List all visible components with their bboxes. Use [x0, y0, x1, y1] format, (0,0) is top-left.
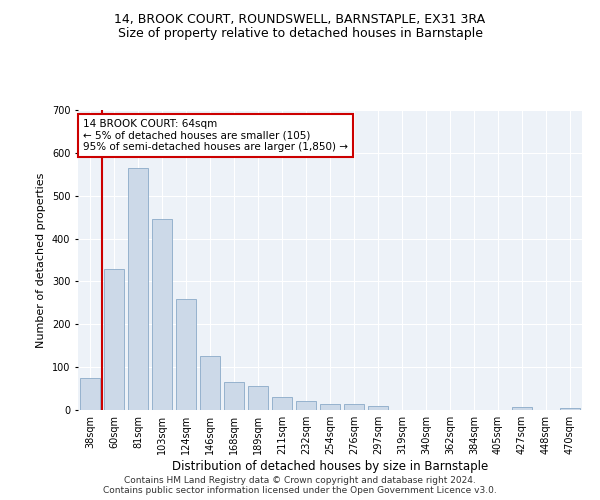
Bar [176, 298, 196, 410]
Bar [128, 168, 148, 410]
Text: 14, BROOK COURT, ROUNDSWELL, BARNSTAPLE, EX31 3RA: 14, BROOK COURT, ROUNDSWELL, BARNSTAPLE,… [115, 12, 485, 26]
Bar [272, 397, 292, 410]
Y-axis label: Number of detached properties: Number of detached properties [37, 172, 46, 348]
X-axis label: Distribution of detached houses by size in Barnstaple: Distribution of detached houses by size … [172, 460, 488, 473]
Bar [200, 356, 220, 410]
Text: Size of property relative to detached houses in Barnstaple: Size of property relative to detached ho… [118, 28, 482, 40]
Bar [368, 406, 388, 410]
Bar [248, 386, 268, 410]
Bar [296, 402, 316, 410]
Bar [512, 407, 532, 410]
Bar [224, 382, 244, 410]
Bar [320, 404, 340, 410]
Bar [560, 408, 580, 410]
Text: Contains HM Land Registry data © Crown copyright and database right 2024.: Contains HM Land Registry data © Crown c… [124, 476, 476, 485]
Bar [80, 378, 100, 410]
Text: Contains public sector information licensed under the Open Government Licence v3: Contains public sector information licen… [103, 486, 497, 495]
Bar [104, 268, 124, 410]
Text: 14 BROOK COURT: 64sqm
← 5% of detached houses are smaller (105)
95% of semi-deta: 14 BROOK COURT: 64sqm ← 5% of detached h… [83, 119, 348, 152]
Bar [344, 404, 364, 410]
Bar [152, 220, 172, 410]
